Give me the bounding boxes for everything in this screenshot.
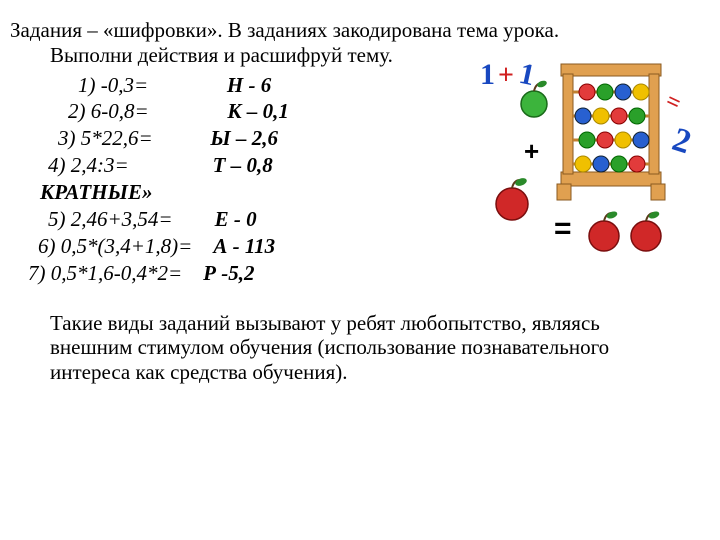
task-gap — [149, 99, 228, 123]
task-gap — [148, 73, 227, 97]
task-expr: 5) 2,46+3,54= — [48, 207, 173, 231]
outro-text: Такие виды заданий вызывают у ребят любо… — [10, 311, 630, 385]
task-gap — [129, 153, 213, 177]
task-expr: 1) -0,3= — [78, 73, 148, 97]
task-expr: 2) 6-0,8= — [68, 99, 149, 123]
task-key: А - 113 — [213, 234, 275, 258]
task-key: Т – 0,8 — [213, 153, 273, 177]
svg-text:1: 1 — [480, 58, 495, 91]
task-key: Е - 0 — [215, 207, 257, 231]
svg-text:+: + — [498, 60, 514, 91]
math-clipart-icon: 1 + 1 — [466, 54, 696, 274]
task-gap — [182, 261, 203, 285]
task-key: К – 0,1 — [227, 99, 289, 123]
svg-text:2: 2 — [668, 121, 696, 161]
illustration: 1 + 1 — [466, 54, 696, 274]
task-expr: 7) 0,5*1,6-0,4*2= — [28, 261, 182, 285]
svg-text:+: + — [524, 136, 539, 166]
task-gap — [173, 207, 215, 231]
task-expr: 4) 2,4:3= — [48, 153, 129, 177]
svg-text:=: = — [554, 212, 572, 245]
task-gap — [192, 234, 213, 258]
task-key: Н - 6 — [227, 73, 271, 97]
task-key: Р -5,2 — [203, 261, 254, 285]
task-gap — [153, 126, 211, 150]
task-expr: 6) 0,5*(3,4+1,8)= — [38, 234, 192, 258]
task-expr: 3) 5*22,6= — [58, 126, 153, 150]
task-key: Ы – 2,6 — [210, 126, 278, 150]
svg-text:=: = — [661, 88, 684, 117]
